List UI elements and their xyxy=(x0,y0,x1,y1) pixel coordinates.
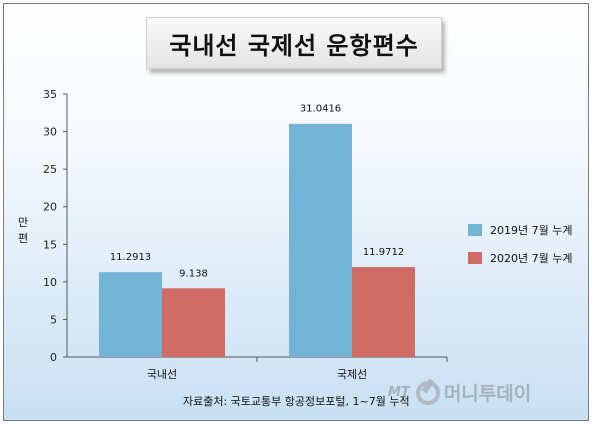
data-label: 11.9712 xyxy=(363,247,404,258)
source-note: 자료출처: 국토교통부 항공정보포털, 1~7월 누적 xyxy=(183,395,410,408)
bar-2020-0 xyxy=(162,288,225,357)
bar-2019-1 xyxy=(289,123,352,358)
y-tick-label: 10 xyxy=(43,276,57,289)
y-axis-ticks: 0 5 10 15 20 25 30 35 xyxy=(43,88,67,364)
legend-swatch-2019 xyxy=(468,224,482,236)
chart-legend: 2019년 7월 누계 2020년 7월 누계 xyxy=(468,222,572,278)
bar-2019-0 xyxy=(99,272,162,357)
chart-bars xyxy=(99,123,415,358)
legend-item-2020: 2020년 7월 누계 xyxy=(468,250,572,266)
y-tick-label: 35 xyxy=(43,88,57,101)
category-labels: 국내선 국제선 xyxy=(147,368,367,381)
chart-title: 국내선 국제선 운항편수 xyxy=(146,17,442,69)
data-label: 11.2913 xyxy=(110,252,151,263)
y-tick-label: 30 xyxy=(43,126,57,139)
x-category-label: 국제선 xyxy=(337,368,367,381)
y-tick-label: 0 xyxy=(50,351,57,364)
y-tick-label: 20 xyxy=(43,201,57,214)
y-tick-label: 5 xyxy=(50,313,57,326)
y-tick-label: 15 xyxy=(43,238,57,251)
data-label: 31.0416 xyxy=(300,104,341,115)
legend-label-2019: 2019년 7월 누계 xyxy=(490,224,573,237)
y-axis-label-line2: 편 xyxy=(18,232,28,245)
legend-swatch-2020 xyxy=(468,252,482,264)
data-labels: 11.2913 9.138 31.0416 11.9712 xyxy=(110,104,404,280)
legend-label-2020: 2020년 7월 누계 xyxy=(490,252,573,265)
watermark-prefix: MT xyxy=(388,385,410,400)
x-category-label: 국내선 xyxy=(147,368,177,381)
bar-2020-1 xyxy=(352,267,415,357)
watermark-circle-icon xyxy=(415,380,440,405)
watermark-logo: MT 머니투데이 xyxy=(388,379,531,406)
legend-item-2019: 2019년 7월 누계 xyxy=(468,222,572,238)
watermark-name: 머니투데이 xyxy=(443,383,532,405)
y-tick-label: 25 xyxy=(43,163,57,176)
y-axis-label-line1: 만 xyxy=(18,216,28,229)
data-label: 9.138 xyxy=(179,268,208,279)
